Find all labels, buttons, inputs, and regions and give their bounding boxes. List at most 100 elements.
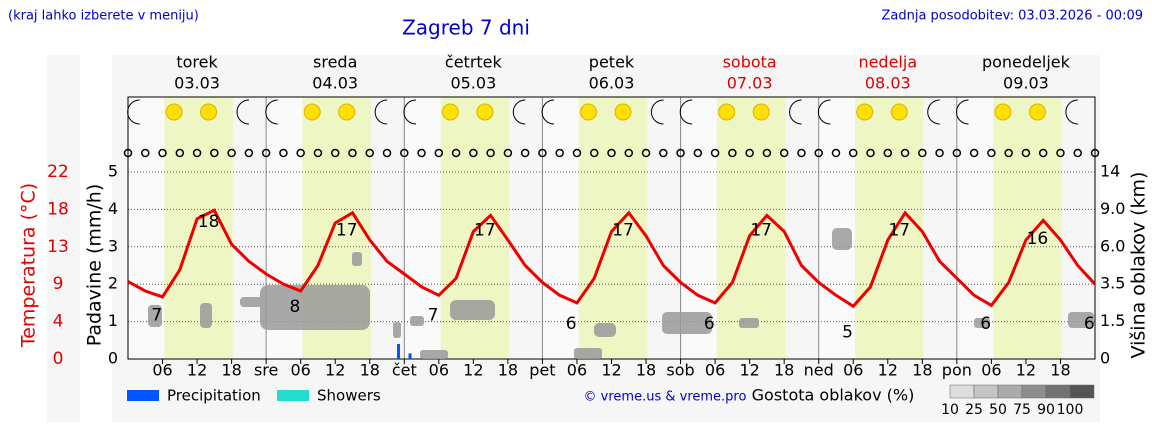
x-tick-label: 12: [463, 361, 483, 380]
temp-label: 17: [612, 221, 634, 241]
moon-icon: [236, 99, 250, 125]
y-tick-label: 1: [108, 311, 118, 330]
sun-icon: [476, 103, 494, 121]
wind-calm: [935, 148, 944, 158]
wind-calm: [693, 148, 703, 158]
wind-calm: [1004, 148, 1013, 158]
wind-calm: [952, 148, 962, 158]
wind-calm: [365, 148, 374, 158]
wind-calm: [400, 148, 409, 158]
sun-icon: [441, 103, 459, 121]
temp-label: 17: [336, 221, 358, 241]
updated: Zadnja posodobitev: 03.03.2026 - 00:09: [881, 9, 1143, 24]
temp-label: 7: [151, 306, 162, 326]
x-tick-label: 06: [429, 361, 449, 380]
x-tick-label: 06: [567, 361, 587, 380]
day-date: 03.03: [174, 74, 220, 93]
wind-calm: [175, 148, 185, 158]
x-tick-label: 18: [221, 361, 241, 380]
wind-calm: [918, 148, 927, 158]
temp-label: 7: [428, 306, 439, 326]
temperature-line: [127, 208, 1097, 309]
x-tick-label: 12: [601, 361, 621, 380]
density-label: 10: [941, 402, 959, 418]
x-tick-label: 12: [1016, 361, 1036, 380]
page-title: Zagreb 7 dni: [402, 16, 530, 40]
x-tick-label: 12: [325, 361, 345, 380]
plot-frame: [127, 96, 1096, 360]
cloud-legend-title: Gostota oblakov (%): [752, 386, 915, 405]
wind-calm: [434, 148, 444, 158]
y3-axis-title: Višina oblakov (km): [1128, 172, 1150, 359]
y-tick-label: 5: [108, 162, 118, 181]
wind-calm: [486, 148, 495, 158]
wind-calm: [589, 148, 599, 158]
x-tick-label: 18: [498, 361, 518, 380]
x-tick-label: 18: [912, 361, 932, 380]
sun-icon: [718, 103, 736, 121]
wind-calm: [676, 148, 685, 158]
x-tick-label: čet: [392, 361, 417, 380]
density-label: 50: [989, 402, 1007, 418]
temp-label: 6: [980, 314, 991, 334]
wind-calm: [555, 148, 564, 158]
density-box: [1069, 384, 1095, 399]
y2-tick-label: 0: [53, 349, 64, 369]
night-band: [956, 97, 994, 359]
wind-calm: [779, 148, 789, 158]
x-tick-label: 12: [187, 361, 207, 380]
sun-icon: [303, 103, 321, 121]
density-label: 25: [965, 402, 983, 418]
wind-calm: [641, 148, 651, 158]
y3-tick-label: 14: [1100, 162, 1120, 181]
moon-icon: [817, 99, 831, 125]
wind-calm: [503, 148, 513, 158]
y2-tick-label: 18: [47, 199, 69, 219]
daylight-band: [716, 97, 786, 359]
wind-calm: [624, 148, 634, 158]
moon-icon: [1065, 99, 1078, 125]
y-tick-label: 0: [108, 349, 118, 368]
moon-icon: [927, 99, 940, 125]
wind-calm: [451, 148, 461, 158]
wind-calm: [987, 148, 996, 158]
left-panel: [47, 55, 80, 422]
sun-icon: [338, 103, 356, 121]
x-tick-label: sre: [254, 361, 278, 380]
daylight-band: [164, 97, 233, 359]
day-name: nedelja: [858, 53, 917, 72]
wind-calm: [469, 148, 478, 158]
wind-calm: [728, 148, 737, 158]
night-band: [542, 97, 579, 359]
density-box: [949, 384, 975, 399]
sun-icon: [1028, 103, 1046, 121]
wind-calm: [210, 148, 219, 158]
wind-calm: [1038, 148, 1048, 158]
x-tick-label: 06: [290, 361, 310, 380]
temp-label: 6: [704, 314, 715, 334]
credit: © vreme.us & vreme.pro: [584, 390, 747, 405]
wind-calm: [866, 148, 875, 158]
night-band: [404, 97, 441, 359]
y-tick-label: 2: [108, 274, 118, 293]
density-box: [997, 384, 1023, 399]
wind-calm: [710, 148, 720, 158]
wind-calm: [883, 148, 893, 158]
daylight-band: [854, 97, 924, 359]
x-tick-label: ned: [804, 361, 834, 380]
wind-calm: [1021, 148, 1031, 158]
y-tick-label: 3: [108, 236, 118, 255]
wind-calm: [520, 148, 530, 158]
density-box: [1045, 384, 1071, 399]
day-name: petek: [589, 53, 635, 72]
y-tick-label: 4: [108, 199, 118, 218]
temp-label: 17: [888, 221, 910, 241]
wind-calm: [279, 148, 288, 158]
legend-swatch: [127, 390, 159, 401]
temp-label: 6: [566, 314, 577, 334]
moon-icon: [789, 99, 802, 125]
day-date: 07.03: [727, 74, 773, 93]
day-date: 06.03: [589, 74, 635, 93]
wind-calm: [330, 148, 340, 158]
